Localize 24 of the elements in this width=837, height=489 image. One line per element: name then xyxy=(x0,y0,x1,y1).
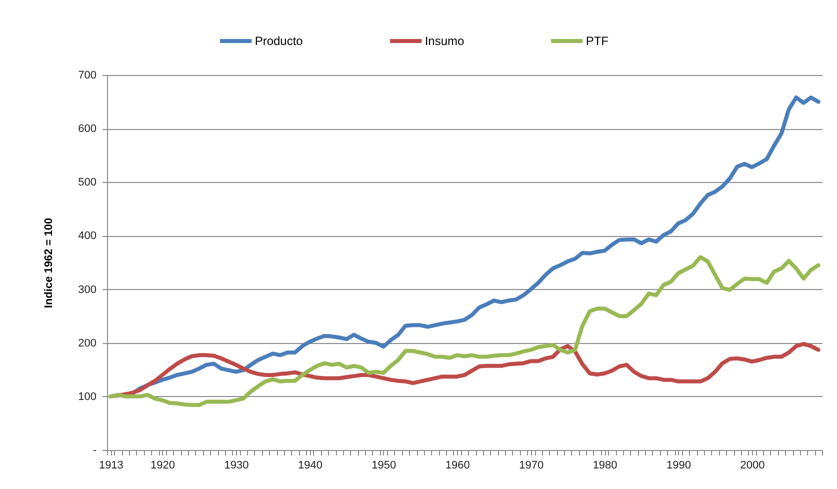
x-tick-label: 1940 xyxy=(298,460,322,472)
y-tick-label: 500 xyxy=(78,176,96,189)
y-tick-label: 300 xyxy=(78,284,96,296)
legend-label: Producto xyxy=(254,34,304,48)
x-tick-label: 1970 xyxy=(519,460,544,472)
y-tick-label: 600 xyxy=(78,123,96,136)
x-tick-label: 1920 xyxy=(150,460,176,472)
y-tick-label: 700 xyxy=(78,70,96,82)
line-series xyxy=(108,255,820,407)
x-tick-label: 1990 xyxy=(666,460,692,472)
legend-label: PTF xyxy=(586,34,608,48)
y-tick-label: 200 xyxy=(78,337,96,350)
x-tick-label: 2000 xyxy=(740,460,765,472)
x-tick-label: 1980 xyxy=(592,460,618,472)
y-tick-label: 400 xyxy=(78,230,96,242)
y-tick-label: 100 xyxy=(78,390,96,403)
x-tick-label: 1960 xyxy=(445,460,470,472)
line-series xyxy=(108,342,820,398)
x-tick-label: 1950 xyxy=(372,460,396,472)
x-tick-label: 1913 xyxy=(98,460,124,472)
legend-label: Insumo xyxy=(424,34,465,48)
y-axis-title: Indice 1962 = 100 xyxy=(43,218,56,308)
y-tick-label: - xyxy=(92,444,97,456)
x-tick-label: 1930 xyxy=(224,460,249,472)
